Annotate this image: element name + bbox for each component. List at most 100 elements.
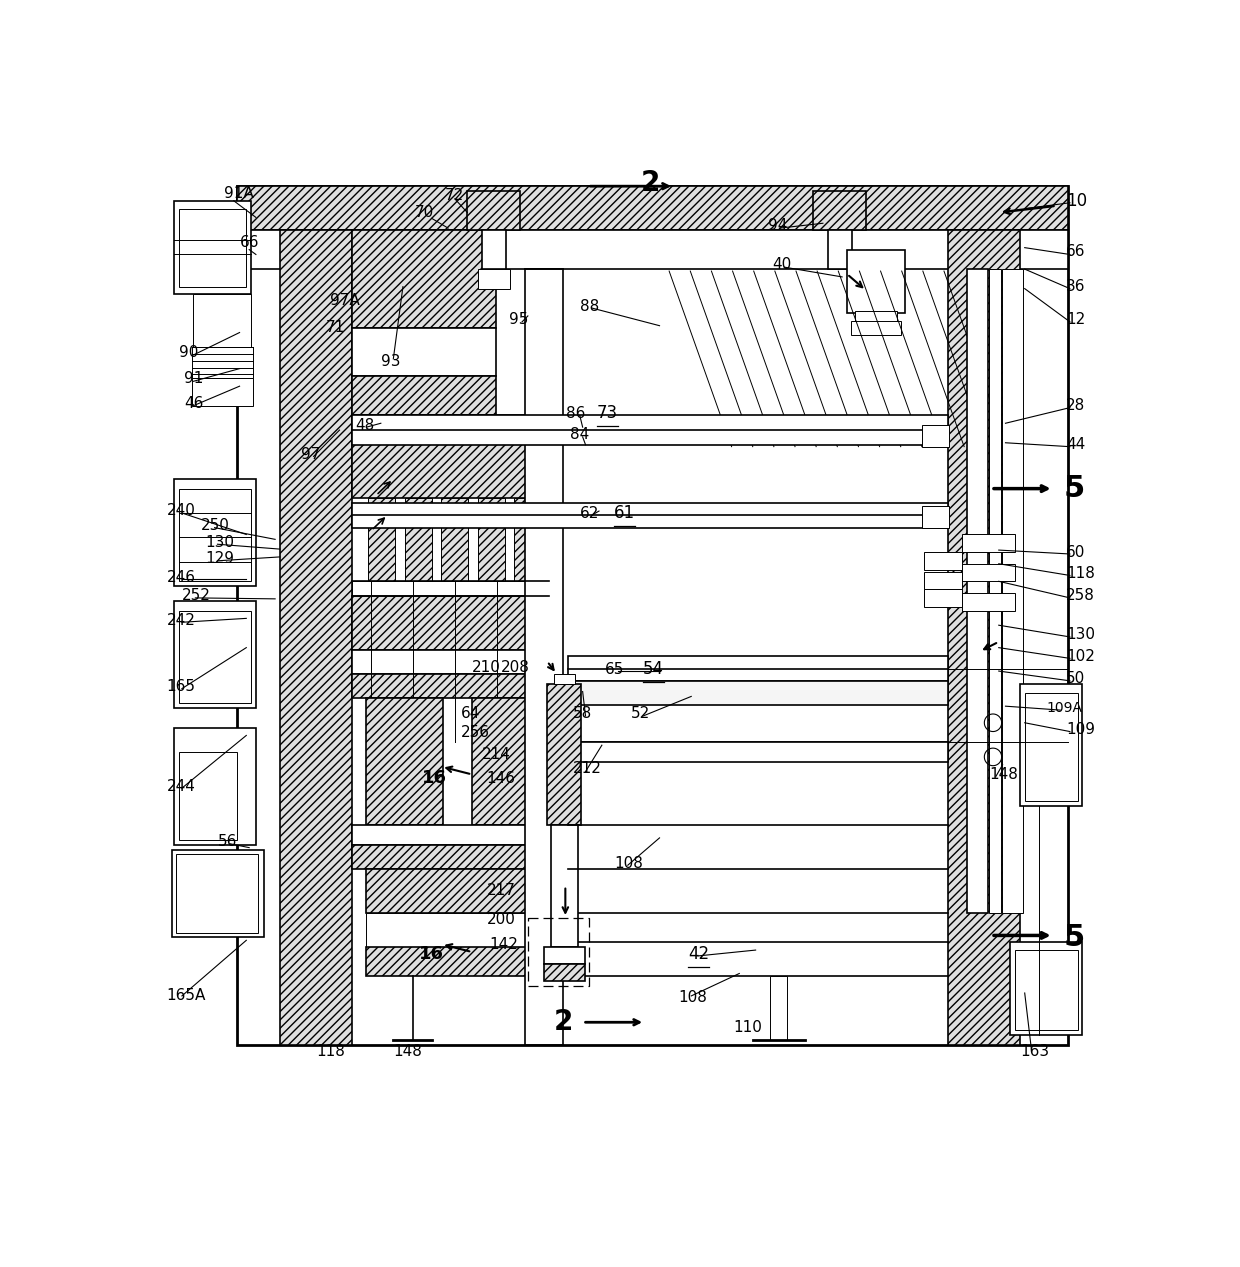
Bar — [962, 593, 1016, 611]
Text: 93: 93 — [381, 355, 401, 369]
Text: 91A: 91A — [224, 185, 254, 200]
Bar — [515, 498, 542, 582]
Bar — [352, 845, 563, 869]
Bar — [193, 294, 250, 347]
Bar — [990, 269, 1001, 914]
Text: 163: 163 — [1019, 1044, 1049, 1059]
Text: 208: 208 — [501, 660, 529, 674]
Text: 217: 217 — [486, 883, 516, 898]
Text: 95: 95 — [508, 313, 528, 327]
Bar — [404, 498, 432, 582]
Bar — [179, 753, 237, 840]
Bar — [237, 231, 1068, 269]
Bar — [847, 250, 905, 313]
Bar — [851, 321, 900, 336]
Text: 108: 108 — [678, 991, 708, 1006]
Text: 36: 36 — [1066, 279, 1085, 294]
Bar — [367, 914, 544, 948]
Text: 130: 130 — [1066, 627, 1095, 642]
Text: 86: 86 — [567, 405, 585, 421]
Bar — [1024, 693, 1078, 801]
Text: 129: 129 — [205, 551, 234, 566]
Text: 42: 42 — [688, 945, 709, 963]
Bar — [568, 680, 947, 706]
Bar — [441, 498, 469, 582]
Bar — [172, 850, 264, 938]
Text: 94: 94 — [768, 218, 787, 233]
Text: 102: 102 — [1066, 649, 1095, 664]
Text: 5: 5 — [1063, 474, 1085, 503]
Bar — [568, 656, 947, 680]
Text: 146: 146 — [486, 770, 516, 786]
Text: 72: 72 — [445, 189, 465, 204]
Bar — [962, 564, 1016, 582]
Bar — [551, 825, 578, 948]
Text: 148: 148 — [990, 767, 1018, 782]
Text: 48: 48 — [355, 418, 374, 433]
Text: 73: 73 — [596, 404, 619, 422]
Text: 109A: 109A — [1047, 701, 1083, 715]
Bar — [179, 611, 250, 703]
Bar — [174, 201, 250, 294]
Text: 52: 52 — [631, 706, 650, 721]
Bar — [1011, 943, 1083, 1035]
Text: 44: 44 — [1066, 437, 1085, 452]
Text: 58: 58 — [573, 706, 593, 721]
Bar — [828, 231, 852, 269]
Bar — [854, 312, 897, 323]
Bar — [352, 328, 496, 376]
Text: 28: 28 — [1066, 398, 1085, 413]
Bar — [352, 376, 496, 416]
Bar — [174, 601, 255, 708]
Text: 84: 84 — [570, 427, 589, 442]
Text: 214: 214 — [481, 748, 511, 763]
Bar — [174, 727, 255, 845]
Text: 212: 212 — [573, 761, 601, 777]
Text: 2: 2 — [640, 170, 660, 198]
Text: 2: 2 — [554, 1009, 573, 1036]
Text: 97: 97 — [301, 447, 320, 462]
Bar — [547, 684, 580, 825]
Bar — [477, 498, 505, 582]
Text: 16: 16 — [422, 769, 448, 787]
Bar — [352, 595, 544, 650]
Bar — [191, 379, 253, 405]
Text: 256: 256 — [460, 725, 490, 740]
Text: 200: 200 — [486, 912, 516, 927]
Bar — [967, 269, 988, 914]
Text: 165: 165 — [166, 679, 196, 694]
Text: 16: 16 — [419, 945, 444, 963]
Bar — [472, 698, 549, 825]
Text: 142: 142 — [490, 936, 518, 952]
Text: 242: 242 — [166, 613, 196, 628]
Bar — [367, 869, 544, 914]
Bar — [477, 269, 510, 289]
Bar — [352, 416, 544, 498]
Bar — [174, 479, 255, 587]
Bar — [280, 231, 352, 1045]
Bar — [352, 582, 544, 595]
Text: 250: 250 — [201, 518, 229, 533]
Bar — [467, 191, 521, 231]
Text: 5: 5 — [1063, 922, 1085, 952]
Text: 50: 50 — [1066, 672, 1085, 687]
Text: 61: 61 — [614, 504, 635, 522]
Bar — [367, 698, 444, 825]
Bar — [1002, 269, 1023, 914]
Bar — [352, 231, 496, 328]
Text: 66: 66 — [239, 236, 259, 251]
Bar — [921, 426, 949, 447]
Text: 66: 66 — [1066, 245, 1085, 258]
Bar — [568, 742, 947, 761]
Bar — [352, 503, 947, 527]
Bar — [352, 674, 544, 698]
Bar — [544, 948, 584, 964]
Bar — [770, 977, 787, 1040]
Bar — [352, 825, 563, 845]
Text: 252: 252 — [182, 588, 211, 603]
Text: 90: 90 — [179, 345, 198, 360]
Bar — [921, 507, 949, 527]
Bar — [924, 589, 962, 607]
Text: 60: 60 — [1066, 545, 1085, 560]
Text: 10: 10 — [1066, 191, 1087, 210]
